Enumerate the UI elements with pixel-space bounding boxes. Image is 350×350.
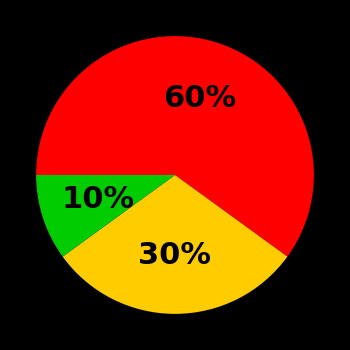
Text: 30%: 30% (139, 241, 211, 270)
Wedge shape (36, 36, 314, 257)
Wedge shape (36, 175, 175, 257)
Wedge shape (63, 175, 287, 314)
Text: 10%: 10% (62, 186, 135, 215)
Text: 60%: 60% (163, 84, 237, 113)
